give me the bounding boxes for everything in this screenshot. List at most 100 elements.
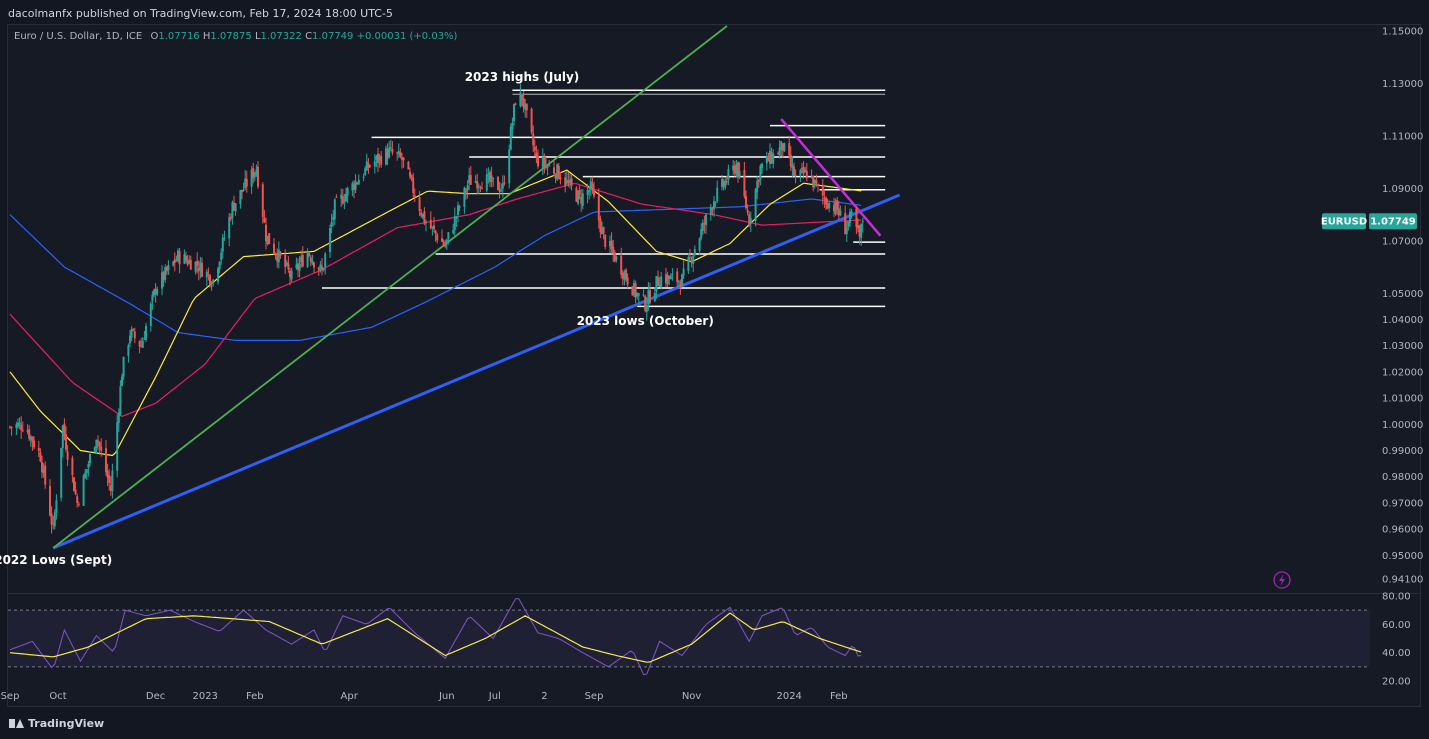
candle-body[interactable] — [746, 210, 749, 213]
candle-body[interactable] — [490, 175, 493, 182]
candle-body[interactable] — [354, 181, 357, 190]
candle-body[interactable] — [492, 177, 495, 179]
candle-body[interactable] — [375, 155, 378, 161]
candle-body[interactable] — [173, 259, 176, 264]
candle-body[interactable] — [52, 522, 55, 524]
candle-body[interactable] — [429, 219, 432, 229]
candle-body[interactable] — [834, 201, 837, 214]
candle-body[interactable] — [677, 281, 680, 283]
candle-body[interactable] — [409, 171, 411, 177]
candle-body[interactable] — [530, 108, 533, 133]
candle-body[interactable] — [18, 422, 21, 425]
candle-body[interactable] — [239, 190, 242, 205]
candle-body[interactable] — [66, 451, 69, 460]
candle-body[interactable] — [458, 206, 461, 208]
candle-body[interactable] — [693, 249, 696, 255]
candle-body[interactable] — [578, 190, 581, 195]
candle-body[interactable] — [644, 296, 647, 311]
candle-body[interactable] — [757, 179, 760, 182]
candle-body[interactable] — [452, 229, 455, 234]
candle-body[interactable] — [593, 189, 595, 197]
candle-body[interactable] — [692, 255, 695, 264]
candle-body[interactable] — [431, 226, 434, 228]
candle-body[interactable] — [49, 486, 51, 516]
candle-body[interactable] — [413, 195, 416, 198]
candle-body[interactable] — [781, 143, 784, 151]
candle-body[interactable] — [298, 263, 301, 271]
candle-body[interactable] — [828, 202, 831, 208]
candle-body[interactable] — [441, 238, 443, 242]
candle-body[interactable] — [858, 225, 861, 237]
candle-body[interactable] — [649, 290, 651, 303]
candle-body[interactable] — [476, 180, 479, 189]
candle-body[interactable] — [402, 157, 405, 161]
candle-body[interactable] — [252, 168, 255, 178]
candle-body[interactable] — [761, 163, 763, 168]
candle-body[interactable] — [132, 328, 135, 331]
candle-body[interactable] — [121, 376, 123, 387]
candle-body[interactable] — [836, 200, 839, 210]
candle-body[interactable] — [748, 214, 751, 226]
candle-body[interactable] — [279, 252, 282, 256]
candle-body[interactable] — [265, 224, 267, 242]
candle-body[interactable] — [178, 251, 181, 265]
candle-body[interactable] — [356, 183, 359, 185]
candle-body[interactable] — [289, 270, 291, 277]
candle-body[interactable] — [61, 425, 64, 449]
candle-body[interactable] — [82, 475, 85, 506]
candle-body[interactable] — [700, 228, 703, 239]
candle-body[interactable] — [250, 169, 253, 187]
candle-body[interactable] — [301, 255, 304, 267]
candle-body[interactable] — [575, 187, 578, 202]
candle-body[interactable] — [28, 429, 31, 439]
candle-body[interactable] — [108, 475, 111, 483]
candle-body[interactable] — [205, 271, 208, 278]
candle-body[interactable] — [397, 150, 400, 154]
candle-body[interactable] — [754, 189, 757, 221]
candle-body[interactable] — [553, 167, 555, 174]
candle-body[interactable] — [591, 183, 594, 191]
candle-body[interactable] — [770, 152, 773, 163]
candle-body[interactable] — [727, 169, 730, 180]
candle-body[interactable] — [308, 253, 311, 256]
candle-body[interactable] — [85, 469, 88, 474]
candle-body[interactable] — [783, 143, 786, 152]
candle-body[interactable] — [623, 272, 626, 281]
candle-body[interactable] — [285, 262, 288, 265]
candle-body[interactable] — [380, 156, 383, 165]
candle-body[interactable] — [500, 190, 503, 192]
candle-body[interactable] — [636, 293, 639, 297]
candle-body[interactable] — [447, 232, 450, 239]
candle-body[interactable] — [21, 430, 24, 432]
candle-body[interactable] — [756, 181, 759, 192]
candle-body[interactable] — [759, 165, 762, 180]
candle-body[interactable] — [212, 279, 215, 284]
candle-body[interactable] — [140, 346, 143, 348]
candle-body[interactable] — [324, 253, 327, 268]
candle-body[interactable] — [77, 503, 80, 505]
candle-body[interactable] — [812, 175, 815, 188]
candle-body[interactable] — [791, 164, 794, 169]
candle-body[interactable] — [721, 179, 723, 187]
candle-body[interactable] — [261, 184, 264, 217]
candle-body[interactable] — [823, 197, 826, 200]
candle-body[interactable] — [825, 197, 827, 205]
candle-body[interactable] — [41, 461, 43, 473]
candle-body[interactable] — [39, 452, 42, 462]
candle-body[interactable] — [497, 176, 499, 191]
candle-body[interactable] — [735, 164, 738, 175]
candle-body[interactable] — [501, 183, 504, 189]
candle-body[interactable] — [241, 189, 243, 192]
candle-body[interactable] — [321, 266, 323, 271]
candle-body[interactable] — [698, 238, 701, 251]
candle-body[interactable] — [569, 179, 571, 184]
candle-body[interactable] — [389, 147, 392, 149]
candle-body[interactable] — [610, 240, 613, 249]
candle-body[interactable] — [701, 222, 704, 231]
candle-body[interactable] — [612, 246, 615, 254]
candle-body[interactable] — [290, 270, 293, 280]
candle-body[interactable] — [745, 196, 747, 209]
candle-body[interactable] — [233, 202, 235, 211]
candle-body[interactable] — [65, 434, 67, 450]
